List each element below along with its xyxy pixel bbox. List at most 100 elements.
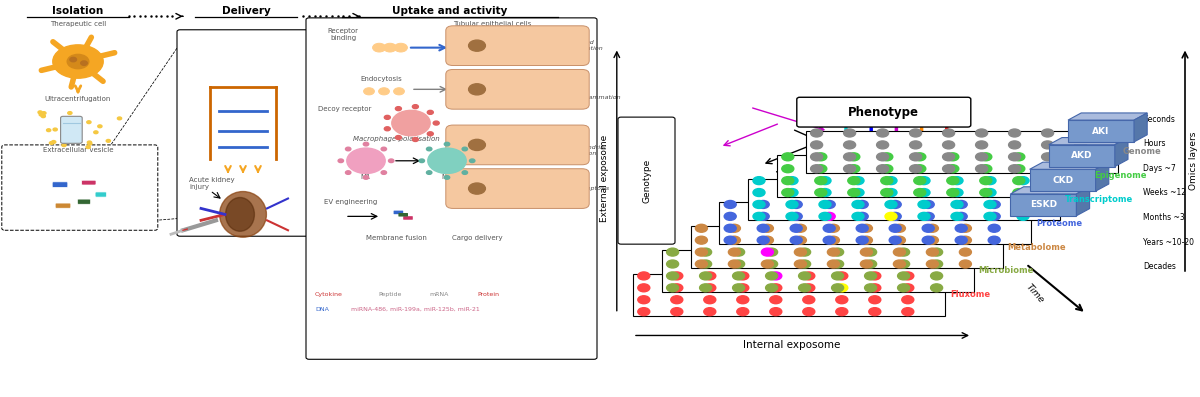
Polygon shape [1076, 187, 1090, 216]
Circle shape [667, 272, 679, 280]
Circle shape [413, 137, 419, 141]
Polygon shape [1068, 113, 1147, 120]
Text: Isolation: Isolation [53, 6, 103, 16]
Circle shape [931, 272, 943, 280]
Circle shape [86, 146, 90, 148]
Text: Peptide: Peptide [378, 292, 401, 297]
Circle shape [914, 153, 926, 161]
Circle shape [844, 141, 856, 149]
Circle shape [844, 129, 856, 137]
Circle shape [47, 129, 50, 131]
Circle shape [1008, 165, 1020, 173]
Circle shape [869, 308, 881, 316]
Text: Cargo delivery: Cargo delivery [451, 235, 503, 241]
Circle shape [989, 224, 1001, 232]
Circle shape [794, 224, 806, 232]
Polygon shape [1049, 138, 1128, 145]
Circle shape [886, 200, 898, 208]
Text: Decades: Decades [1142, 262, 1176, 271]
FancyBboxPatch shape [446, 169, 589, 208]
Circle shape [696, 260, 708, 268]
Circle shape [1042, 153, 1054, 161]
Circle shape [49, 142, 54, 145]
Circle shape [671, 308, 683, 316]
Circle shape [914, 165, 926, 173]
Circle shape [864, 260, 876, 268]
Circle shape [860, 260, 872, 268]
Circle shape [384, 127, 390, 131]
Circle shape [419, 159, 425, 162]
Polygon shape [1030, 162, 1109, 169]
Polygon shape [1115, 138, 1128, 167]
Circle shape [757, 224, 769, 232]
Circle shape [1013, 189, 1025, 197]
Text: Anti-apoptosis: Anti-apoptosis [564, 186, 610, 191]
Circle shape [700, 284, 712, 292]
Circle shape [844, 165, 856, 173]
FancyBboxPatch shape [306, 18, 598, 359]
Text: EV engineering: EV engineering [324, 199, 378, 206]
Text: M2: M2 [442, 173, 452, 180]
Text: miRNA-486, miR-199a, miR-125b, miR-21: miRNA-486, miR-199a, miR-125b, miR-21 [352, 307, 480, 312]
Circle shape [898, 248, 910, 256]
Bar [662, 250, 974, 292]
Circle shape [955, 236, 967, 244]
Circle shape [703, 296, 715, 304]
Circle shape [910, 165, 922, 173]
Circle shape [860, 224, 872, 232]
Circle shape [881, 153, 893, 161]
Bar [806, 131, 1118, 173]
Text: Proteome: Proteome [1037, 219, 1082, 228]
Circle shape [976, 129, 988, 137]
Circle shape [984, 200, 996, 208]
Circle shape [737, 284, 749, 292]
Circle shape [811, 141, 823, 149]
Circle shape [799, 248, 811, 256]
Circle shape [976, 141, 988, 149]
Circle shape [794, 236, 806, 244]
Circle shape [754, 212, 766, 220]
Circle shape [823, 212, 835, 220]
Text: Extracellular vesicle: Extracellular vesicle [43, 147, 113, 154]
Circle shape [766, 260, 778, 268]
Circle shape [857, 200, 869, 208]
Circle shape [728, 236, 740, 244]
Circle shape [828, 224, 840, 232]
Circle shape [886, 212, 898, 220]
Bar [1068, 120, 1134, 142]
Circle shape [88, 141, 91, 144]
Circle shape [876, 141, 888, 149]
Circle shape [1018, 189, 1030, 197]
Circle shape [947, 165, 959, 173]
Circle shape [960, 224, 972, 232]
Circle shape [898, 284, 910, 292]
Circle shape [732, 248, 744, 256]
Circle shape [696, 224, 708, 232]
Circle shape [889, 236, 901, 244]
Circle shape [427, 110, 433, 114]
Bar [1030, 169, 1096, 191]
Circle shape [864, 248, 876, 256]
Circle shape [955, 212, 967, 220]
Circle shape [979, 189, 991, 197]
Circle shape [757, 236, 769, 244]
Circle shape [700, 260, 712, 268]
Circle shape [732, 260, 744, 268]
Circle shape [462, 171, 468, 174]
Circle shape [876, 129, 888, 137]
Text: Mitochondrial
protection: Mitochondrial protection [564, 145, 607, 156]
Circle shape [107, 139, 110, 142]
Circle shape [835, 308, 847, 316]
Circle shape [898, 260, 910, 268]
Circle shape [803, 284, 815, 292]
Circle shape [869, 272, 881, 280]
Circle shape [1042, 165, 1054, 173]
Circle shape [881, 189, 893, 197]
Circle shape [815, 177, 827, 185]
Circle shape [1013, 165, 1025, 173]
FancyBboxPatch shape [53, 182, 67, 187]
Circle shape [857, 224, 869, 232]
Circle shape [894, 236, 906, 244]
Circle shape [984, 212, 996, 220]
Circle shape [943, 165, 955, 173]
